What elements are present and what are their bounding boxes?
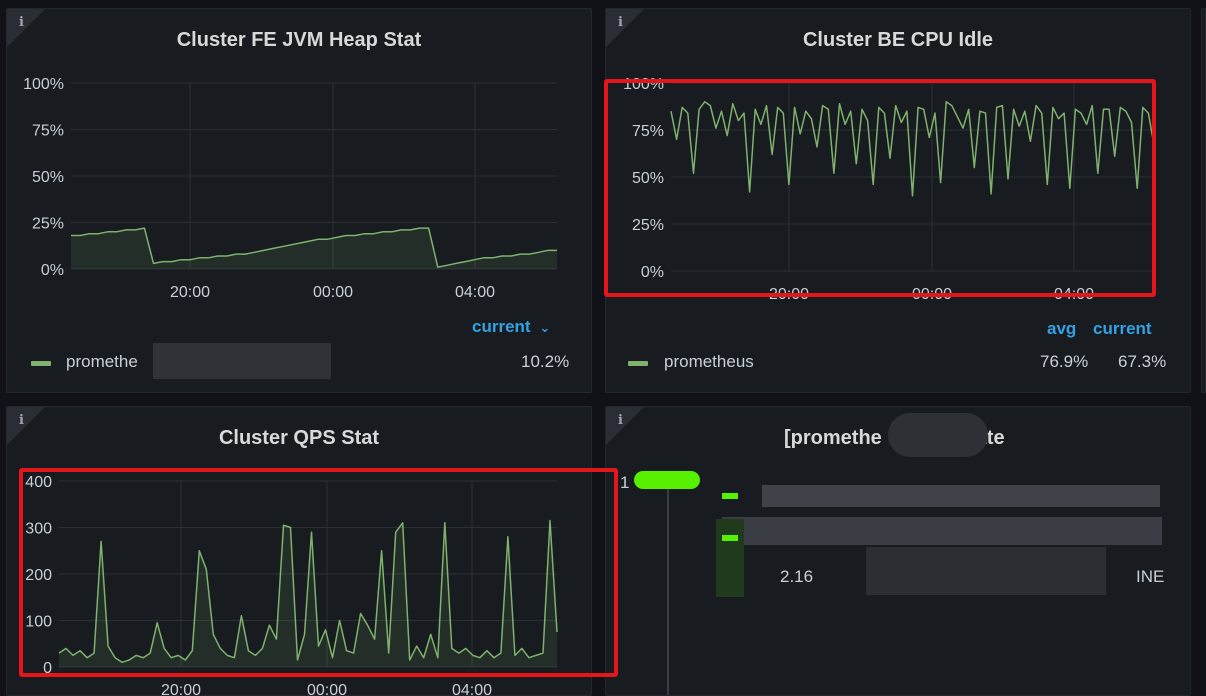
redacted-area: [722, 517, 1162, 545]
info-icon[interactable]: i: [618, 15, 623, 30]
state-panel: i [promethe tate 1 2.16 INE: [605, 406, 1191, 696]
panel-info-corner[interactable]: [7, 9, 45, 47]
legend-current-value: 67.3%: [1118, 352, 1167, 371]
y-tick-label: 100: [25, 614, 52, 631]
legend-current-header[interactable]: current ⌄: [472, 317, 550, 337]
legend-swatch: [628, 361, 648, 366]
y-tick-label: 75%: [32, 123, 64, 140]
legend-avg-value: 76.9%: [1040, 352, 1089, 371]
legend-avg-header[interactable]: avg: [1047, 319, 1077, 338]
y-tick-label: 0%: [641, 264, 664, 281]
annotation-box-qps: [19, 468, 618, 677]
legend-current-value: 10.2%: [521, 352, 570, 371]
x-tick-label: 20:00: [161, 682, 201, 696]
x-tick-label: 00:00: [313, 284, 353, 301]
x-tick-label: 04:00: [455, 284, 495, 301]
panel-title[interactable]: Cluster QPS Stat: [218, 427, 380, 449]
redacted-area: [888, 413, 988, 457]
x-tick-label: 20:00: [170, 284, 210, 301]
legend-current-label: current: [472, 317, 531, 336]
y-tick-label: 300: [25, 521, 52, 538]
panel-info-corner[interactable]: [7, 407, 45, 445]
redacted-area: [762, 485, 1160, 507]
redacted-area: [866, 547, 1106, 595]
y-tick-label: 0: [43, 660, 52, 677]
y-tick-label: 50%: [632, 170, 664, 187]
series-line: [670, 101, 1155, 197]
legend-swatch: [31, 361, 51, 366]
panel-info-corner[interactable]: [606, 9, 644, 47]
cpu-panel: i Cluster BE CPU Idle 0% 25% 50% 75% 100% 20:…: [605, 8, 1191, 393]
status-marker: [722, 535, 738, 541]
y-tick-label: 25%: [32, 216, 64, 233]
qps-panel: i Cluster QPS Stat 0 100 200 300 400 20:00 00:…: [6, 406, 592, 696]
x-tick-label: 04:00: [452, 682, 492, 696]
info-icon[interactable]: i: [19, 15, 24, 30]
status-bar-green[interactable]: [634, 471, 700, 489]
series-line: [71, 227, 557, 268]
redacted-area: [153, 343, 331, 379]
panel-title[interactable]: Cluster BE CPU Idle: [802, 29, 994, 51]
offscreen-panel-edge: [1201, 8, 1206, 393]
y-tick-label: 400: [25, 474, 52, 491]
y-tick-label: 25%: [632, 217, 664, 234]
x-tick-label: 00:00: [307, 682, 347, 696]
y-tick-label: 0%: [41, 262, 64, 279]
redacted-area: [716, 519, 744, 597]
info-icon[interactable]: i: [618, 413, 623, 428]
status-marker: [722, 493, 738, 499]
y-tick-label: 75%: [632, 123, 664, 140]
legend-current-header[interactable]: current: [1093, 319, 1152, 338]
row-index: 1: [620, 473, 630, 492]
heap-chart[interactable]: 0% 25% 50% 75% 100% 20:00 00:00 04:00: [7, 9, 592, 314]
series-line: [58, 519, 558, 664]
annotation-box-cpu: [604, 79, 1156, 297]
y-tick-label: 100%: [23, 76, 64, 93]
legend-series-name[interactable]: promethe: [66, 352, 138, 371]
panel-info-corner[interactable]: [606, 407, 644, 445]
row-value-prefix: 2.16: [780, 567, 814, 586]
timeline-axis: [667, 485, 669, 695]
panel-title-left: [promethe: [784, 427, 882, 449]
chevron-down-icon: ⌄: [539, 320, 551, 335]
series-area: [71, 228, 557, 269]
panel-title[interactable]: Cluster FE JVM Heap Stat: [176, 29, 422, 51]
info-icon[interactable]: i: [19, 413, 24, 428]
y-tick-label: 200: [25, 567, 52, 584]
row-value-suffix: INE: [1136, 567, 1165, 586]
legend-series-name[interactable]: prometheus: [664, 352, 754, 371]
y-tick-label: 50%: [32, 169, 64, 186]
heap-panel: i Cluster FE JVM Heap Stat 0% 25% 50% 75% 10…: [6, 8, 592, 393]
